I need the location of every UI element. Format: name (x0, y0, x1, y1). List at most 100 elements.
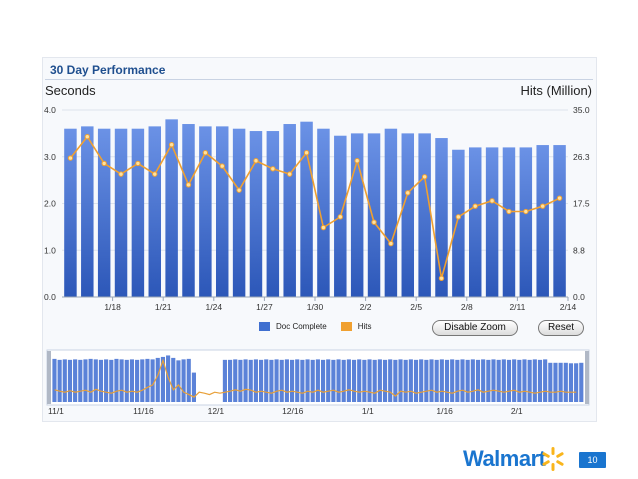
navigator-bar (160, 356, 165, 402)
navigator-tick-label: 12/16 (282, 406, 304, 416)
navigator-bar (522, 359, 527, 402)
navigator-bar (568, 363, 574, 402)
navigator-bar (73, 359, 78, 402)
x-tick-label: 1/18 (104, 302, 121, 312)
x-tick-label: 2/11 (509, 302, 525, 312)
right-tick-label: 17.5 (573, 199, 590, 209)
navigator-bar (341, 359, 346, 402)
doc-complete-bar (468, 147, 482, 297)
navigator-bar (346, 359, 351, 402)
navigator-bar (388, 359, 393, 402)
hits-marker (371, 219, 377, 225)
x-tick-label: 1/30 (307, 302, 324, 312)
navigator-bar (501, 359, 506, 402)
navigator-bar (491, 359, 496, 402)
chart-legend: Doc Complete Hits (259, 322, 371, 331)
hits-marker (67, 155, 74, 161)
navigator-bar (450, 359, 455, 402)
hits-marker (287, 171, 293, 177)
doc-complete-bar (367, 133, 381, 297)
legend-swatch-hits (340, 322, 352, 331)
left-tick-label: 4.0 (44, 105, 56, 115)
navigator-bar (104, 359, 109, 402)
hits-markers (67, 134, 563, 281)
navigator-bar (248, 359, 253, 402)
hits-marker (84, 134, 91, 140)
navigator-bar (93, 359, 98, 402)
navigator-handle-right[interactable] (585, 351, 589, 404)
left-tick-label: 0.0 (44, 292, 56, 302)
reset-button[interactable]: Reset (538, 320, 584, 336)
x-tick-label: 2/14 (560, 302, 577, 312)
doc-complete-bar (418, 133, 431, 297)
left-tick-label: 3.0 (44, 152, 56, 162)
navigator-bar (181, 359, 186, 402)
navigator-bar (274, 359, 279, 402)
navigator-bar (532, 359, 537, 402)
navigator-bar (289, 359, 295, 402)
navigator-bar (357, 359, 362, 402)
hits-marker (303, 150, 310, 156)
doc-complete-bar (283, 124, 296, 298)
navigator-bar (543, 359, 548, 402)
navigator-bar (295, 359, 300, 402)
doc-complete-bar (249, 131, 263, 297)
hits-marker (202, 150, 209, 156)
navigator-bar (579, 362, 584, 402)
right-axis-ticks: 0.0 8.8 17.5 26.3 35.0 (573, 105, 590, 302)
navigator-bar (114, 358, 119, 402)
doc-complete-bar (199, 126, 212, 297)
navigator-bar (481, 359, 486, 402)
navigator-bar (140, 359, 145, 402)
doc-complete-bar (350, 133, 364, 297)
doc-complete-bar (485, 147, 499, 297)
navigator-bar (228, 359, 233, 402)
navigator-bar (310, 359, 315, 402)
disable-zoom-button[interactable]: Disable Zoom (432, 320, 518, 336)
navigator-bar (398, 359, 403, 402)
chart-title: 30 Day Performance (50, 63, 166, 77)
doc-complete-bars (64, 119, 566, 298)
hits-marker (523, 208, 529, 215)
hits-marker (489, 198, 495, 204)
hits-marker (219, 163, 225, 169)
hits-marker (405, 190, 411, 196)
hits-marker (236, 187, 242, 193)
doc-complete-bar (300, 121, 313, 297)
doc-complete-bar (266, 131, 280, 297)
navigator-bar (191, 372, 196, 402)
navigator-bar (186, 358, 191, 402)
hits-marker (337, 214, 343, 220)
doc-complete-bar (553, 145, 566, 297)
hits-marker (185, 182, 192, 188)
navigator-tick-label: 11/16 (133, 406, 154, 416)
walmart-spark-icon (542, 447, 564, 471)
navigator-bar (393, 359, 398, 402)
navigator-handle-left[interactable] (47, 351, 51, 404)
navigator-bar (171, 357, 176, 402)
navigator-bar (83, 359, 88, 402)
doc-complete-bar (452, 149, 465, 297)
navigator-bar (150, 359, 155, 402)
navigator-bar (408, 359, 413, 402)
hits-marker (388, 240, 394, 247)
hits-marker (168, 142, 175, 148)
navigator-tick-label: 12/1 (208, 406, 225, 416)
doc-complete-bar (502, 147, 516, 297)
doc-complete-bar (114, 128, 128, 297)
navigator-bar (517, 359, 522, 402)
doc-complete-bar (536, 145, 549, 297)
navigator-bar (145, 358, 150, 402)
navigator-bar (259, 359, 264, 402)
legend-swatch-doc-complete (259, 322, 270, 331)
navigator-bar (419, 359, 424, 402)
hits-marker (118, 171, 124, 177)
navigator-bar (57, 359, 62, 402)
navigator-bar (300, 359, 305, 402)
hits-line (69, 135, 560, 279)
navigator-bar (506, 359, 512, 402)
left-axis-title: Seconds (45, 83, 96, 98)
navigator-bar (434, 359, 439, 402)
navigator-bar (558, 362, 563, 402)
